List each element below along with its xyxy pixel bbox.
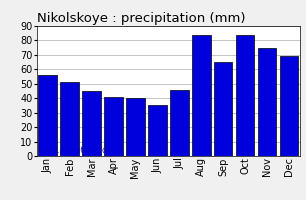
Bar [192, 35, 211, 156]
Text: www.allmetsat.com: www.allmetsat.com [39, 146, 114, 155]
Bar [126, 98, 145, 156]
Bar [148, 105, 167, 156]
Bar [82, 91, 101, 156]
Bar [104, 97, 123, 156]
Text: Nikolskoye : precipitation (mm): Nikolskoye : precipitation (mm) [37, 12, 245, 25]
Bar [236, 35, 254, 156]
Bar [170, 90, 188, 156]
Bar [214, 62, 233, 156]
Bar [38, 75, 57, 156]
Bar [280, 56, 298, 156]
Bar [258, 48, 276, 156]
Bar [60, 82, 79, 156]
